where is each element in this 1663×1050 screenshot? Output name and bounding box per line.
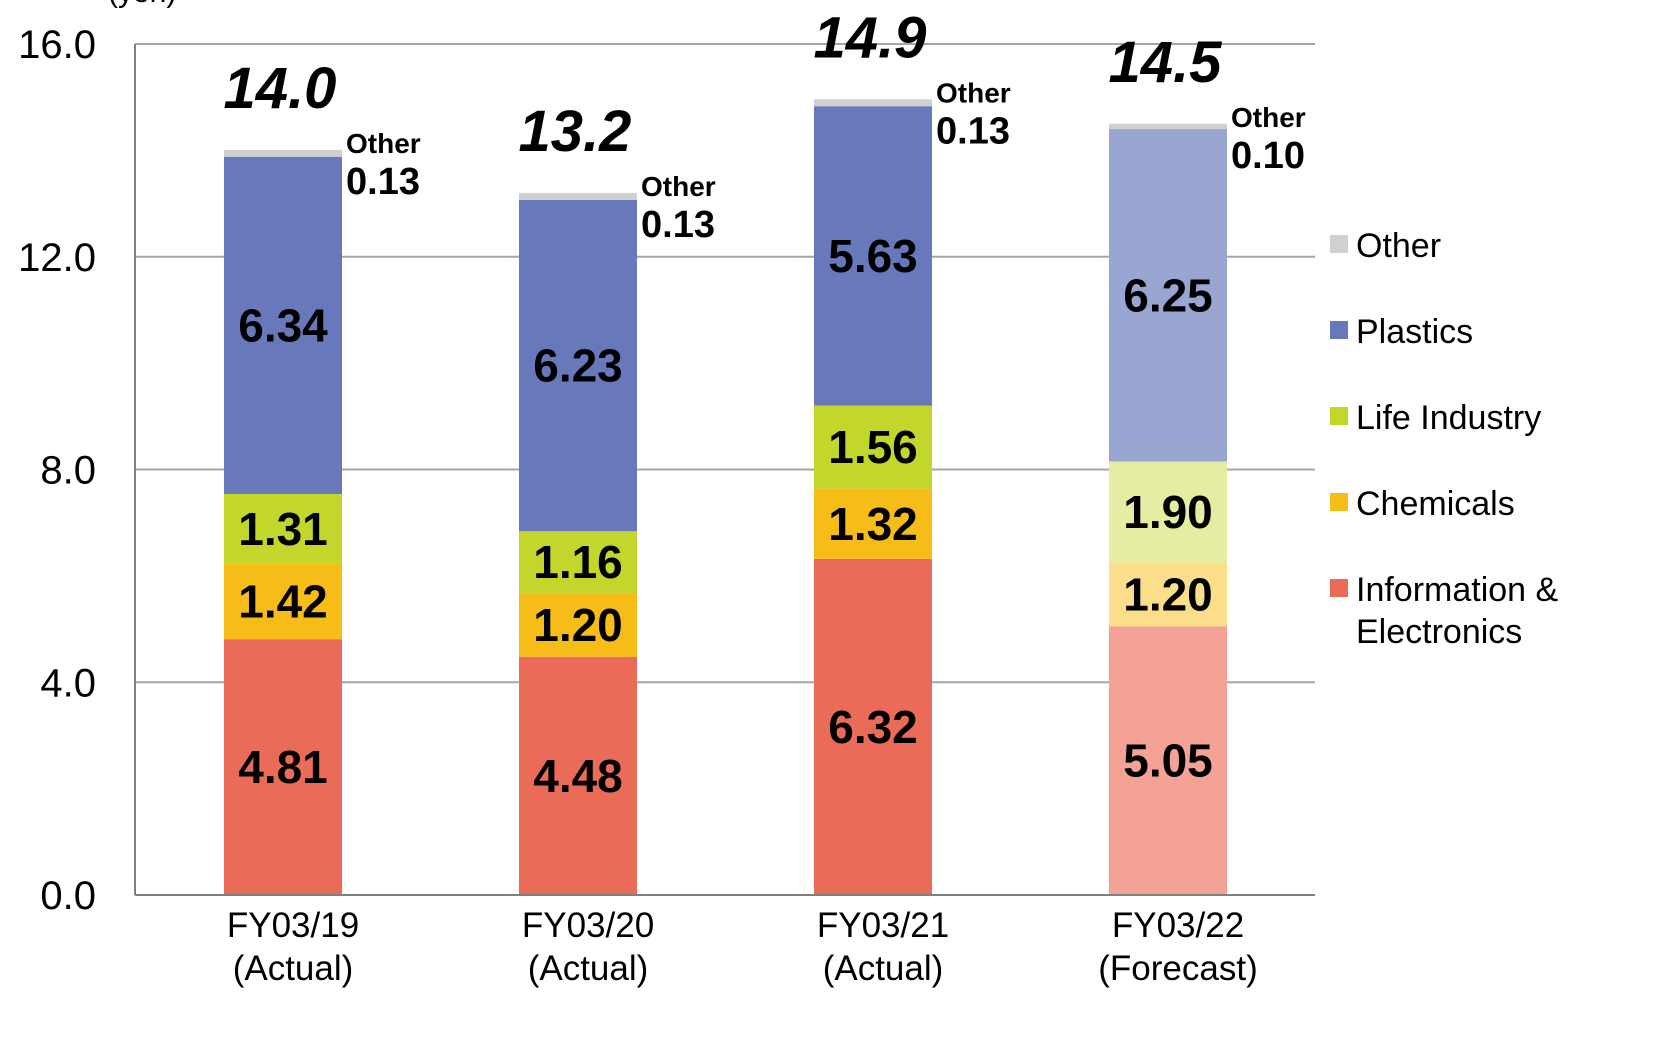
bar-segment-life-industry [224, 493, 342, 564]
data-label: 6.32 [828, 701, 918, 753]
data-label: 1.32 [828, 498, 918, 550]
other-caption: Other [1231, 102, 1306, 133]
data-label: 5.05 [1123, 735, 1213, 787]
legend-swatch [1330, 321, 1348, 339]
x-tick-label-sub: (Actual) [528, 949, 649, 988]
data-label: 0.13 [936, 110, 1010, 152]
y-tick-label: 4.0 [40, 661, 96, 705]
x-tick-label: FY03/21 [817, 906, 949, 945]
legend-swatch [1330, 579, 1348, 597]
bar-segment-information-electronics [814, 558, 932, 895]
bar-segment-chemicals [1109, 562, 1227, 627]
bar-segment-other [1109, 123, 1227, 130]
data-label: 4.48 [533, 750, 623, 802]
data-label: 1.42 [238, 575, 328, 627]
legend-label: Life Industry [1356, 399, 1541, 437]
bar-segment-other [814, 99, 932, 107]
y-unit-label: (yen) [108, 0, 176, 9]
x-tick-label-sub: (Actual) [823, 949, 944, 988]
legend-label: Information & [1356, 571, 1559, 609]
total-label: 14.0 [224, 56, 337, 121]
bar-segment-other [224, 149, 342, 157]
bar-segment-other [519, 192, 637, 200]
data-label: 0.13 [346, 161, 420, 203]
legend-label: Electronics [1356, 613, 1522, 651]
data-label: 1.20 [533, 599, 623, 651]
data-label: 1.16 [533, 536, 623, 588]
bar-segment-life-industry [814, 405, 932, 489]
bar-segment-information-electronics [1109, 626, 1227, 895]
data-label: 1.20 [1123, 568, 1213, 620]
x-tick-label-sub: (Forecast) [1098, 949, 1257, 988]
y-tick-label: 0.0 [40, 874, 96, 918]
total-label: 14.5 [1109, 30, 1223, 95]
bar-segment-plastics [814, 106, 932, 406]
data-label: 5.63 [828, 230, 918, 282]
total-label: 13.2 [519, 99, 632, 164]
data-label: 1.90 [1123, 486, 1213, 538]
other-caption: Other [641, 171, 716, 202]
legend-label: Other [1356, 227, 1441, 265]
total-label: 14.9 [814, 5, 927, 70]
data-label: 6.25 [1123, 269, 1213, 321]
legend-swatch [1330, 235, 1348, 253]
bar-segment-chemicals [814, 488, 932, 559]
data-label: 1.56 [828, 421, 918, 473]
other-caption: Other [936, 77, 1011, 108]
data-label: 4.81 [238, 741, 328, 793]
bar-segment-life-industry [519, 531, 637, 593]
x-tick-label: FY03/22 [1112, 906, 1244, 945]
x-tick-label-sub: (Actual) [233, 949, 354, 988]
bar-segment-chemicals [224, 563, 342, 640]
data-label: 6.23 [533, 340, 623, 392]
data-label: 1.31 [238, 503, 328, 555]
bar-segment-plastics [224, 156, 342, 494]
bar-segment-life-industry [1109, 461, 1227, 563]
legend-label: Chemicals [1356, 485, 1515, 523]
other-caption: Other [346, 128, 421, 159]
legend-swatch [1330, 407, 1348, 425]
bar-segment-plastics [1109, 129, 1227, 462]
x-tick-label: FY03/20 [522, 906, 654, 945]
bar-segment-plastics [519, 199, 637, 532]
y-tick-label: 8.0 [40, 449, 96, 493]
y-tick-label: 12.0 [18, 236, 96, 280]
data-label: 0.13 [641, 204, 715, 246]
x-tick-label: FY03/19 [227, 906, 359, 945]
legend-label: Plastics [1356, 313, 1473, 351]
bar-segment-information-electronics [224, 639, 342, 895]
y-tick-label: 16.0 [18, 23, 96, 67]
bar-segment-information-electronics [519, 656, 637, 895]
bar-segment-chemicals [519, 592, 637, 657]
legend-swatch [1330, 493, 1348, 511]
data-label: 0.10 [1231, 135, 1305, 177]
data-label: 6.34 [238, 299, 328, 351]
